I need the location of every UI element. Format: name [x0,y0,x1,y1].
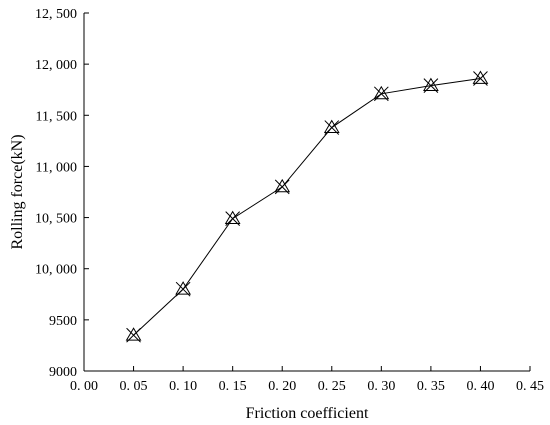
x-tick-label: 0. 25 [318,379,346,394]
y-axis-title: Rolling force(kN) [9,134,26,249]
data-point-marker [373,85,390,102]
y-tick-label: 12, 500 [35,7,77,22]
data-point-marker [224,210,241,226]
x-tick-label: 0. 15 [219,379,247,394]
x-tick-label: 0. 10 [169,379,197,394]
data-point-marker [274,178,291,195]
data-point-marker [125,327,142,343]
y-tick-label: 11, 500 [36,109,77,124]
data-point-marker [472,70,489,86]
y-axis-ticks: 9000 9500 10, 000 10, 500 11, 000 11, 500 12, … [35,7,89,380]
x-tick-label: 0. 40 [466,379,494,394]
data-point-marker [423,77,439,93]
y-tick-label: 9500 [49,314,77,329]
y-tick-label: 10, 000 [35,263,77,278]
x-tick-label: 0. 45 [516,379,544,394]
x-tick-label: 0. 35 [417,379,445,394]
series-layer [125,70,489,343]
y-tick-label: 9000 [49,365,77,380]
y-tick-label: 11, 000 [36,160,77,175]
x-axis-ticks: 0. 00 0. 05 0. 10 0. 15 0. 20 0. 25 0. 30 0. 35… [70,366,544,394]
x-axis-title: Friction coefficient [246,405,369,422]
series-line [133,77,481,336]
y-tick-label: 12, 000 [35,58,77,73]
x-tick-label: 0. 20 [268,379,296,394]
y-tick-label: 10, 500 [35,212,77,227]
plot-frame [83,13,530,372]
x-tick-label: 0. 05 [120,379,148,394]
data-point-marker [175,281,191,297]
data-point-marker [323,119,340,135]
x-tick-label: 0. 00 [70,379,98,394]
x-tick-label: 0. 30 [367,379,395,394]
